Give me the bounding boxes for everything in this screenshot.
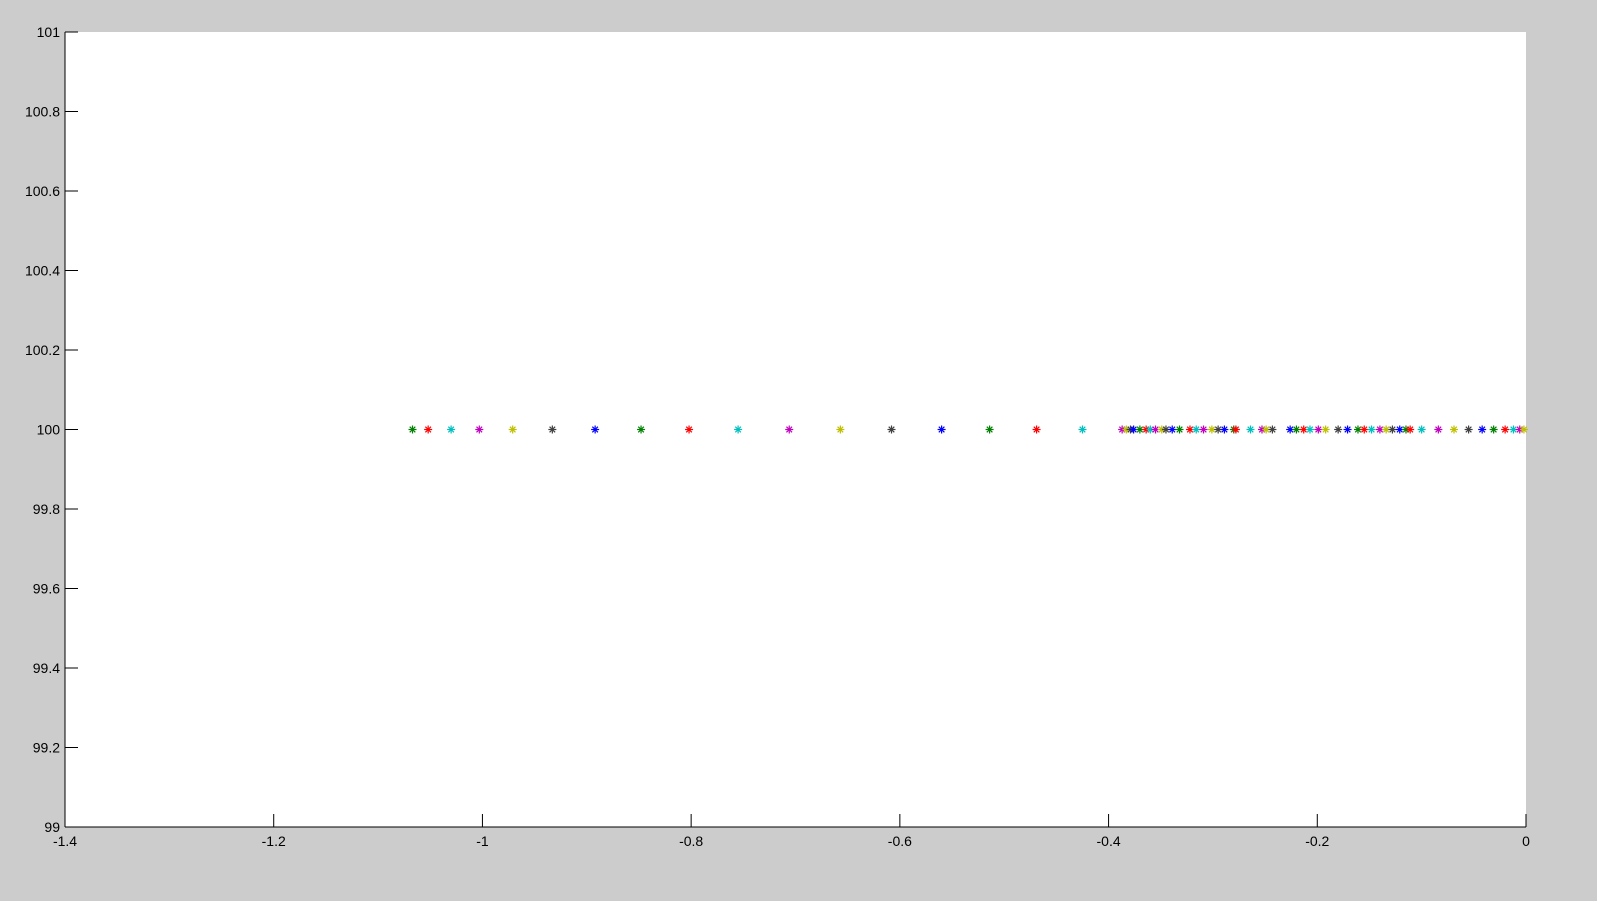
- y-tick-label: 99.2: [33, 740, 60, 756]
- data-point: [734, 425, 743, 434]
- data-point: [1434, 425, 1443, 434]
- data-point: [1146, 425, 1155, 434]
- x-tick-label: -1: [476, 833, 489, 849]
- y-tick-label: 100.6: [25, 183, 60, 199]
- x-ticks: -1.4 -1.2 -1 -0.8 -0.6 -0.4 -0.2 0: [53, 814, 1530, 849]
- data-point: [985, 425, 994, 434]
- data-point: [1032, 425, 1041, 434]
- y-tick-label: 100.2: [25, 342, 60, 358]
- data-points: [408, 425, 1528, 434]
- y-tick-label: 100: [37, 422, 61, 438]
- y-tick-label: 99.6: [33, 581, 60, 597]
- data-point: [1199, 425, 1208, 434]
- data-point: [1519, 425, 1528, 434]
- data-point: [1268, 425, 1277, 434]
- data-point: [1334, 425, 1343, 434]
- y-tick-label: 99.8: [33, 501, 60, 517]
- x-tick-label: -1.2: [262, 833, 286, 849]
- data-point: [1388, 425, 1397, 434]
- y-tick-label: 99: [44, 819, 60, 835]
- data-point: [1464, 425, 1473, 434]
- x-tick-label: -0.8: [679, 833, 703, 849]
- data-point: [836, 425, 845, 434]
- data-point: [1489, 425, 1498, 434]
- data-point: [1220, 425, 1229, 434]
- data-point: [1343, 425, 1352, 434]
- data-point: [1305, 425, 1314, 434]
- plot-area: [65, 32, 1526, 827]
- x-tick-label: -1.4: [53, 833, 77, 849]
- data-point: [475, 425, 484, 434]
- x-tick-label: -0.2: [1305, 833, 1329, 849]
- data-point: [1367, 425, 1376, 434]
- x-tick-label: -0.4: [1097, 833, 1121, 849]
- data-point: [1360, 425, 1369, 434]
- data-point: [1314, 425, 1323, 434]
- data-point: [1175, 425, 1184, 434]
- y-tick-label: 99.4: [33, 660, 60, 676]
- y-tick-label: 101: [37, 24, 61, 40]
- data-point: [508, 425, 517, 434]
- data-point: [637, 425, 646, 434]
- data-point: [887, 425, 896, 434]
- data-point: [937, 425, 946, 434]
- data-point: [1478, 425, 1487, 434]
- data-point: [1231, 425, 1240, 434]
- data-point: [1168, 425, 1177, 434]
- data-point: [424, 425, 433, 434]
- data-point: [685, 425, 694, 434]
- data-point: [1375, 425, 1384, 434]
- data-point: [1417, 425, 1426, 434]
- data-point: [1129, 425, 1138, 434]
- x-tick-label: -0.6: [888, 833, 912, 849]
- data-point: [1078, 425, 1087, 434]
- data-point: [548, 425, 557, 434]
- data-point: [1406, 425, 1415, 434]
- data-point: [785, 425, 794, 434]
- y-tick-label: 100.8: [25, 104, 60, 120]
- data-point: [1395, 425, 1404, 434]
- y-tick-label: 100.4: [25, 263, 60, 279]
- y-ticks: 99 99.2 99.4 99.6 99.8 100 100.2 100.4 100.6 100.…: [25, 24, 78, 835]
- data-point: [447, 425, 456, 434]
- data-point: [1321, 425, 1330, 434]
- data-point: [591, 425, 600, 434]
- data-point: [408, 425, 417, 434]
- data-point: [1246, 425, 1255, 434]
- data-point: [1192, 425, 1201, 434]
- data-point: [1449, 425, 1458, 434]
- data-point: [1501, 425, 1510, 434]
- x-tick-label: 0: [1522, 833, 1530, 849]
- data-point: [1292, 425, 1301, 434]
